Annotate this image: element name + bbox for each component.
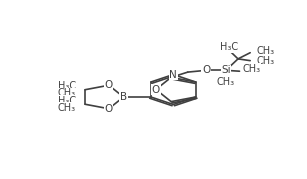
Text: CH₃: CH₃ xyxy=(256,46,274,56)
Text: H₃C: H₃C xyxy=(58,96,76,106)
Text: H₃C: H₃C xyxy=(220,42,238,52)
Text: O: O xyxy=(202,65,210,75)
Text: CH₃: CH₃ xyxy=(58,88,76,98)
Text: CH₃: CH₃ xyxy=(256,56,274,66)
Text: B: B xyxy=(120,92,127,102)
Text: O: O xyxy=(152,84,160,95)
Text: CH₃: CH₃ xyxy=(243,64,261,74)
Text: N: N xyxy=(169,69,177,79)
Text: O: O xyxy=(105,80,113,90)
Text: H₃C: H₃C xyxy=(58,81,76,91)
Text: O: O xyxy=(105,104,113,114)
Text: CH₃: CH₃ xyxy=(58,103,76,113)
Text: Si: Si xyxy=(221,65,231,75)
Text: CH₃: CH₃ xyxy=(217,77,235,87)
